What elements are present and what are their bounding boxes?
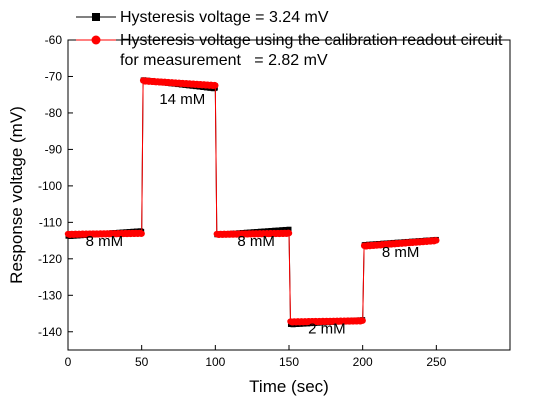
x-tick-label-5: 250 bbox=[426, 355, 446, 369]
y-tick-label-5: -90 bbox=[45, 142, 63, 156]
series-0-markers bbox=[65, 77, 439, 328]
series-1-point-496 bbox=[433, 237, 440, 244]
series-1-line bbox=[67, 79, 437, 323]
y-tick-label-4: -100 bbox=[38, 179, 62, 193]
y-tick-label-7: -70 bbox=[45, 69, 63, 83]
series-1-markers bbox=[64, 77, 440, 326]
legend-entry-calibration-line1: Hysteresis voltage using the calibration… bbox=[120, 32, 503, 49]
series-1-point-100 bbox=[138, 230, 145, 237]
plot-area bbox=[67, 39, 511, 351]
annotation-4: 8 mM bbox=[382, 244, 420, 261]
series-0 bbox=[65, 77, 439, 328]
y-tick-label-3: -110 bbox=[39, 215, 62, 229]
annotation-3: 2 mM bbox=[308, 321, 346, 338]
series-1-point-397 bbox=[359, 317, 366, 324]
plot-frame bbox=[67, 39, 511, 351]
ticks: 0 50 100 150 200 250 -140 -130 -120 -110 -100 -90 -8… bbox=[38, 33, 447, 369]
series-0-point-298 bbox=[286, 226, 292, 232]
legend-entry-hysteresis: Hysteresis voltage = 3.24 mV bbox=[120, 9, 329, 26]
series-1 bbox=[64, 77, 440, 326]
series-1-point-199 bbox=[212, 82, 219, 89]
x-tick-label-3: 150 bbox=[279, 355, 299, 369]
y-tick-label-2: -120 bbox=[38, 252, 62, 266]
x-axis-title: Time (sec) bbox=[249, 377, 329, 396]
y-tick-label-8: -60 bbox=[45, 33, 63, 47]
legend-marker-hysteresis bbox=[92, 13, 100, 21]
series-1-point-298 bbox=[285, 229, 293, 237]
x-tick-label-1: 50 bbox=[135, 355, 149, 369]
x-tick-label-0: 0 bbox=[65, 355, 72, 369]
y-tick-label-6: -80 bbox=[45, 106, 63, 120]
annotations: 8 mM 14 mM 8 mM 2 mM 8 mM bbox=[86, 91, 420, 338]
series-layer bbox=[64, 77, 440, 328]
x-tick-label-4: 200 bbox=[353, 355, 373, 369]
annotation-0: 8 mM bbox=[86, 233, 124, 250]
y-tick-label-1: -130 bbox=[38, 288, 62, 302]
series-0-line bbox=[67, 79, 437, 326]
legend-marker-calibration bbox=[91, 35, 101, 45]
legend: Hysteresis voltage = 3.24 mV Hysteresis … bbox=[76, 9, 503, 69]
x-tick-label-2: 100 bbox=[205, 355, 225, 369]
annotation-1: 14 mM bbox=[159, 91, 205, 108]
y-tick-label-0: -140 bbox=[38, 325, 62, 339]
legend-entry-calibration-line2: for measurement = 2.82 mV bbox=[120, 52, 328, 69]
annotation-2: 8 mM bbox=[237, 233, 275, 250]
y-axis-title: Response voltage (mV) bbox=[7, 106, 26, 284]
